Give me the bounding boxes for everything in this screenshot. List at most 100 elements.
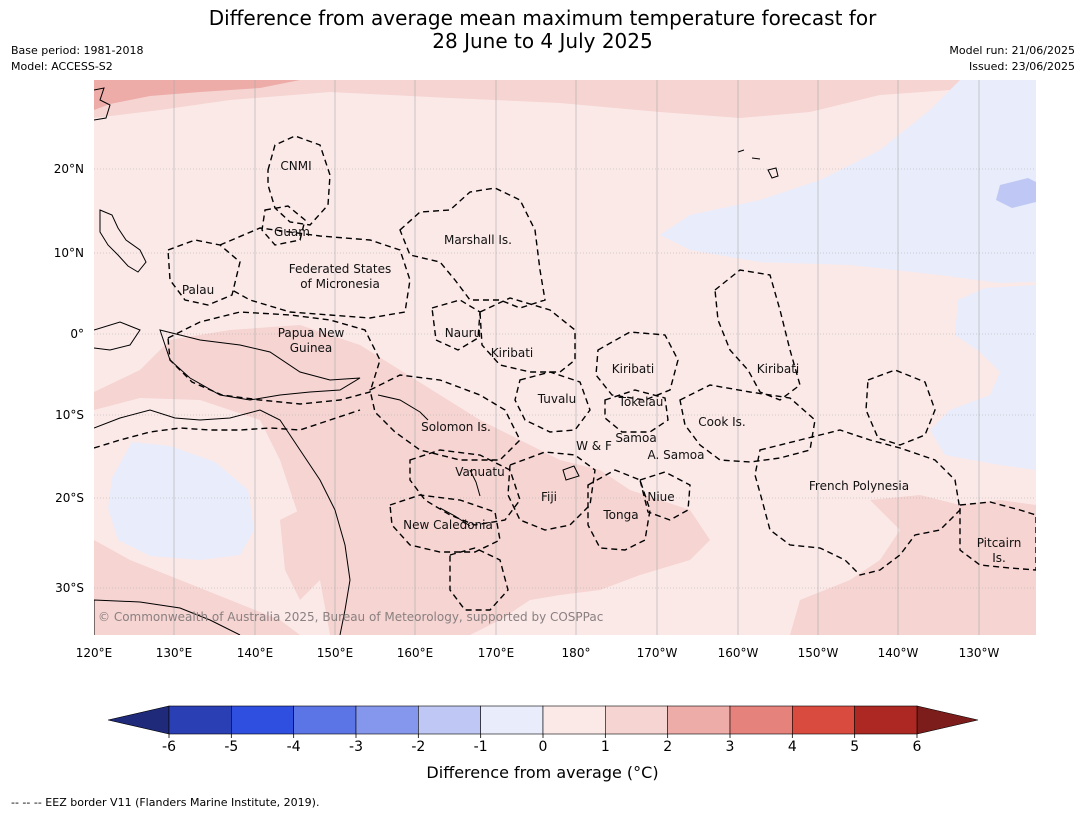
colorbar-tick-label: -1 <box>474 739 488 755</box>
eez-pitcairn <box>959 501 1036 571</box>
region-label: Fiji <box>541 490 557 504</box>
anomaly-1-to-2-southwest <box>94 540 300 635</box>
colorbar-tick-label: 3 <box>726 739 735 755</box>
eez-marshall-is <box>399 187 546 309</box>
colorbar-swatch <box>792 705 855 735</box>
y-tick-label: 10°N <box>54 246 84 260</box>
x-tick-label: 130°W <box>959 646 1000 660</box>
eez-solomon-is <box>369 374 521 461</box>
region-label: Papua New <box>278 326 345 340</box>
eez-vanuatu <box>409 449 521 526</box>
region-label: Tuvalu <box>537 392 577 406</box>
x-tick-label: 150°E <box>317 646 354 660</box>
colorbar-swatch <box>542 705 606 735</box>
region-label: Kiribati <box>612 362 654 376</box>
x-axis-ticks: 120°E 130°E 140°E 150°E 160°E 170°E 180° 170°W 1… <box>76 646 1000 660</box>
colorbar-swatch <box>854 705 918 735</box>
region-label: Kiribati <box>491 346 533 360</box>
coastline-fiji <box>562 465 580 481</box>
x-tick-label: 130°E <box>156 646 193 660</box>
region-label: Niue <box>647 490 674 504</box>
meta-left: Base period: 1981-2018 Model: ACCESS-S2 <box>11 43 143 75</box>
region-label: A. Samoa <box>648 448 705 462</box>
region-label: Guinea <box>290 341 333 355</box>
model-name: Model: ACCESS-S2 <box>11 60 113 73</box>
model-run: Model run: 21/06/2025 <box>949 44 1075 57</box>
region-label: Marshall Is. <box>444 233 512 247</box>
coastline-solomon-is <box>377 394 429 421</box>
region-label: Vanuatu <box>455 465 505 479</box>
eez-cook-is <box>679 384 816 463</box>
region-label: Tokelau <box>618 395 664 409</box>
colorbar-swatch <box>168 705 232 735</box>
coastline-asia <box>94 87 111 121</box>
region-label: Federated States <box>289 262 391 276</box>
eez-norfolk <box>449 547 509 611</box>
x-tick-label: 180° <box>562 646 591 660</box>
y-tick-label: 0° <box>70 327 84 341</box>
colorbar-over-triangle <box>916 705 979 735</box>
eez-federated-states <box>219 227 411 319</box>
anomaly-neg2-to-neg1 <box>996 178 1036 208</box>
map-field: CNMI Guam Marshall Is. Palau Federated State… <box>94 80 1036 635</box>
region-label: Kiribati <box>757 362 799 376</box>
eez-tokelau <box>604 389 669 433</box>
title-line-1: Difference from average mean maximum tem… <box>208 6 877 30</box>
issued-date: Issued: 23/06/2025 <box>968 60 1075 73</box>
colorbar-tick-label: -3 <box>349 739 363 755</box>
x-tick-label: 150°W <box>798 646 839 660</box>
anomaly-1-to-2-top <box>94 80 1036 118</box>
colorbar-tick-label: 0 <box>539 739 548 755</box>
eez-kiribati-west <box>479 297 576 373</box>
coastline-vanuatu <box>469 469 481 497</box>
colorbar-swatch <box>667 705 731 735</box>
eez-tuvalu <box>514 371 591 433</box>
coastline-hawaii <box>737 149 779 179</box>
anomaly-neg1-to-0-north-east <box>660 80 1036 283</box>
coastline-australia <box>94 409 351 635</box>
region-label: Pitcairn <box>977 536 1022 550</box>
eez-fiji <box>507 451 596 531</box>
colorbar-under-triangle <box>107 705 170 735</box>
region-label: Guam <box>274 225 310 239</box>
colorbar-swatch <box>605 705 668 735</box>
colorbar-tick-label: 4 <box>788 739 797 755</box>
eez-borders <box>94 135 1036 611</box>
colorbar-tick-label: 2 <box>663 739 672 755</box>
copyright-notice: © Commonwealth of Australia 2025, Bureau… <box>98 610 603 624</box>
eez-australia-north <box>94 409 361 449</box>
x-tick-label: 140°W <box>878 646 919 660</box>
region-label: of Micronesia <box>300 277 380 291</box>
region-label: Tonga <box>602 508 638 522</box>
anomaly-2-to-3-top <box>94 80 300 110</box>
colorbar-swatch <box>355 705 419 735</box>
coastlines <box>94 87 779 635</box>
coastline-new-caledonia <box>439 507 471 527</box>
colorbar-tick-label: 5 <box>850 739 859 755</box>
y-axis-ticks: 20°N 10°N 0° 10°S 20°S 30°S <box>54 162 84 595</box>
colorbar-tick-label: -5 <box>224 739 238 755</box>
eez-tonga <box>587 469 651 551</box>
colorbar: -6 -5 -4 -3 -2 -1 0 1 2 3 4 5 6 <box>107 705 979 755</box>
anomaly-1-to-2-new-caledonia <box>280 500 360 600</box>
region-label: Nauru <box>445 326 481 340</box>
anomaly-1-to-2-melanesia <box>94 325 710 635</box>
region-label: Samoa <box>615 431 656 445</box>
region-label: French Polynesia <box>809 479 909 493</box>
eez-png <box>167 311 381 405</box>
coastline-new-guinea <box>159 329 361 401</box>
x-tick-label: 170°E <box>478 646 515 660</box>
x-tick-label: 140°E <box>237 646 274 660</box>
region-labels: CNMI Guam Marshall Is. Palau Federated State… <box>182 159 1021 565</box>
colorbar-tick-label: 1 <box>601 739 610 755</box>
colorbar-tick-label: 6 <box>913 739 922 755</box>
colorbar-tick-label: -6 <box>162 739 176 755</box>
y-tick-label: 10°S <box>55 408 84 422</box>
region-label: Solomon Is. <box>421 420 491 434</box>
x-tick-label: 160°E <box>397 646 434 660</box>
region-label: Cook Is. <box>698 415 745 429</box>
eez-guam <box>261 205 306 246</box>
eez-new-caledonia <box>389 494 501 553</box>
anomaly-neg1-to-0-east <box>930 285 1036 470</box>
